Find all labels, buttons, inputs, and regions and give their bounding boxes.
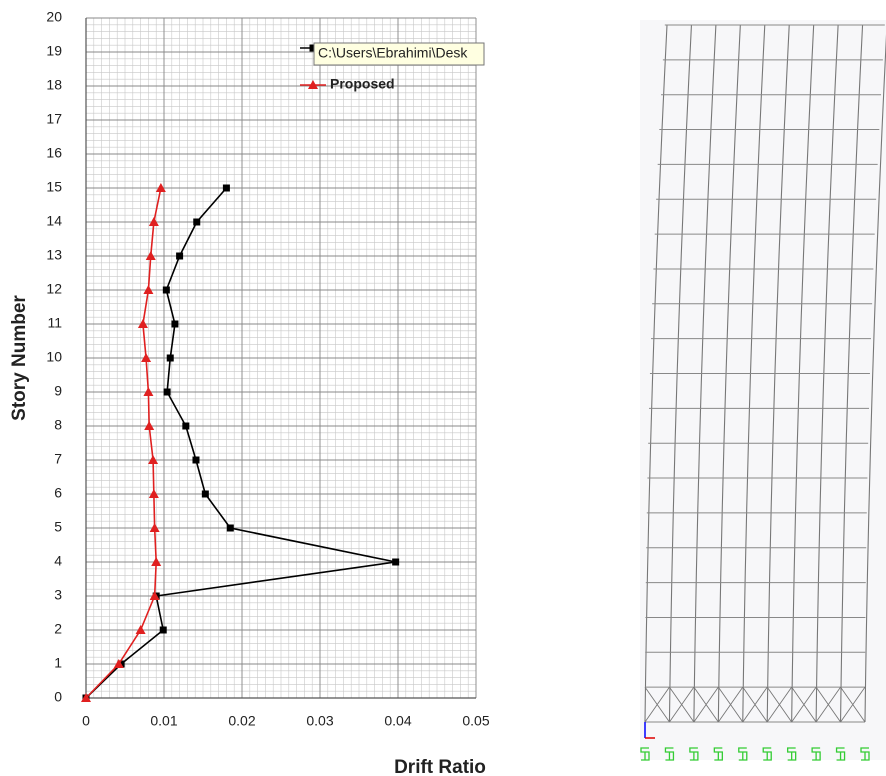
x-tick-label: 0.02: [228, 713, 255, 729]
marker: [138, 319, 148, 328]
marker: [149, 217, 159, 226]
legend-label: Proposed: [330, 76, 395, 92]
tooltip-text: C:\Users\Ebrahimi\Desk: [318, 45, 468, 61]
marker: [136, 625, 146, 634]
y-tick-label: 6: [54, 485, 62, 501]
y-tick-label: 17: [46, 111, 62, 127]
series-line: [86, 188, 161, 698]
y-tick-label: 0: [54, 689, 62, 705]
y-tick-label: 16: [46, 145, 62, 161]
y-axis-title: Story Number: [9, 295, 30, 421]
y-tick-label: 3: [54, 587, 62, 603]
marker: [176, 253, 183, 260]
x-tick-label: 0: [82, 713, 90, 729]
x-tick-label: 0.01: [150, 713, 177, 729]
structure-model: [640, 20, 886, 760]
x-axis-title: Drift Ratio: [394, 757, 486, 776]
y-tick-label: 14: [46, 213, 62, 229]
marker: [202, 491, 209, 498]
marker: [146, 251, 156, 260]
marker: [171, 321, 178, 328]
marker: [167, 355, 174, 362]
y-tick-label: 5: [54, 519, 62, 535]
marker: [141, 353, 151, 362]
screenshot: 0123456789101112131415161718192000.010.0…: [0, 0, 886, 776]
y-tick-label: 8: [54, 417, 62, 433]
series-line: [86, 188, 396, 698]
marker: [192, 457, 199, 464]
marker: [193, 219, 200, 226]
y-tick-label: 9: [54, 383, 62, 399]
marker: [143, 285, 153, 294]
marker: [227, 525, 234, 532]
x-tick-label: 0.04: [384, 713, 411, 729]
marker: [150, 523, 160, 532]
y-tick-label: 18: [46, 77, 62, 93]
y-tick-label: 10: [46, 349, 62, 365]
y-tick-label: 4: [54, 553, 62, 569]
marker: [223, 185, 230, 192]
marker: [164, 389, 171, 396]
marker: [148, 455, 158, 464]
y-tick-label: 15: [46, 179, 62, 195]
y-tick-label: 13: [46, 247, 62, 263]
y-tick-label: 1: [54, 655, 62, 671]
x-tick-label: 0.03: [306, 713, 333, 729]
marker: [143, 387, 153, 396]
y-tick-label: 11: [47, 315, 62, 331]
marker: [163, 287, 170, 294]
x-tick-label: 0.05: [462, 713, 489, 729]
y-tick-label: 7: [54, 451, 62, 467]
y-tick-label: 19: [46, 43, 62, 59]
marker: [392, 559, 399, 566]
marker: [149, 489, 159, 498]
y-tick-label: 20: [46, 9, 62, 25]
marker: [160, 627, 167, 634]
marker: [151, 557, 161, 566]
marker: [144, 421, 154, 430]
y-tick-label: 12: [46, 281, 62, 297]
marker: [182, 423, 189, 430]
y-tick-label: 2: [54, 621, 62, 637]
